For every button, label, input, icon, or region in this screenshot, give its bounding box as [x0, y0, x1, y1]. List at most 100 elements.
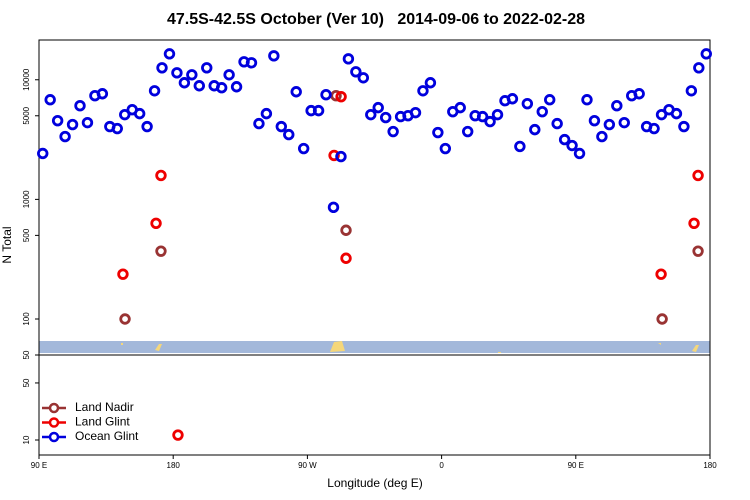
- point: [387, 125, 399, 138]
- point: [656, 313, 668, 325]
- x-tick-label: 90 E: [31, 461, 47, 470]
- point: [330, 89, 342, 102]
- point: [454, 101, 466, 114]
- point: [297, 142, 310, 155]
- point: [312, 104, 325, 117]
- point: [117, 268, 129, 280]
- point: [558, 133, 571, 146]
- ocean-band: [39, 341, 710, 353]
- chart-title: 47.5S-42.5S October (Ver 10) 2014-09-06 …: [167, 11, 585, 28]
- point: [692, 245, 704, 257]
- point: [461, 125, 474, 138]
- point: [201, 62, 213, 74]
- y-tick-label: 50: [22, 378, 31, 387]
- point: [186, 69, 198, 81]
- point: [268, 50, 280, 62]
- point: [611, 99, 623, 112]
- point: [581, 94, 593, 106]
- point: [327, 201, 340, 214]
- point: [692, 169, 704, 182]
- point: [536, 105, 548, 118]
- point: [633, 88, 645, 100]
- point: [506, 93, 519, 105]
- point: [178, 77, 191, 89]
- y-tick-label: 1000: [22, 190, 31, 208]
- point: [74, 99, 86, 112]
- point: [655, 108, 668, 121]
- y-tick-label: 5000: [22, 106, 31, 124]
- point: [693, 62, 705, 74]
- y-tick-label: 50: [22, 350, 31, 359]
- point: [342, 53, 355, 65]
- point: [260, 107, 273, 120]
- point: [551, 117, 563, 130]
- x-tick-label: 180: [167, 461, 181, 470]
- point: [372, 101, 384, 114]
- point: [335, 90, 347, 103]
- point: [529, 123, 541, 136]
- y-tick-label: 10: [22, 435, 31, 444]
- legend-marker: [48, 402, 60, 414]
- x-axis-label: Longitude (deg E): [327, 476, 422, 490]
- point: [171, 67, 183, 79]
- point: [335, 150, 347, 163]
- point: [163, 48, 176, 60]
- point: [245, 57, 258, 69]
- point: [215, 82, 228, 94]
- point: [365, 108, 377, 121]
- x-tick-label: 0: [439, 461, 444, 470]
- point: [573, 147, 586, 160]
- point: [44, 94, 56, 106]
- point: [328, 149, 340, 162]
- point: [514, 140, 526, 153]
- point: [59, 130, 71, 143]
- legend-label: Ocean Glint: [75, 429, 139, 443]
- point: [678, 120, 690, 133]
- point: [417, 85, 429, 97]
- point: [193, 80, 205, 92]
- point: [618, 116, 630, 129]
- point: [379, 111, 392, 124]
- point: [141, 120, 153, 133]
- x-tick-label: 90 W: [298, 461, 317, 470]
- point: [275, 120, 288, 133]
- point: [148, 85, 161, 97]
- point: [37, 147, 49, 160]
- point: [51, 114, 64, 127]
- y-tick-label: 500: [22, 228, 31, 242]
- point: [320, 89, 332, 101]
- y-axis-label: N Total: [0, 226, 14, 263]
- legend-marker: [48, 417, 60, 428]
- point: [119, 108, 131, 121]
- point: [150, 217, 162, 229]
- point: [439, 142, 452, 155]
- point: [688, 217, 700, 229]
- point: [670, 107, 683, 120]
- point: [476, 110, 489, 123]
- point: [588, 114, 601, 127]
- point: [685, 85, 698, 97]
- point: [223, 69, 235, 81]
- y-tick-label: 100: [22, 312, 31, 326]
- legend-marker: [48, 431, 60, 443]
- point: [566, 139, 578, 152]
- x-tick-label: 90 E: [568, 461, 584, 470]
- map-band: [39, 341, 710, 353]
- point: [81, 116, 94, 129]
- point: [340, 224, 352, 236]
- point: [156, 62, 168, 74]
- point: [603, 118, 616, 131]
- plot-frame: [38, 354, 711, 456]
- point: [96, 88, 109, 100]
- point: [66, 118, 79, 131]
- x-tick-label: 180: [703, 461, 717, 470]
- point: [350, 66, 362, 78]
- point: [290, 86, 302, 98]
- point: [544, 94, 556, 106]
- y-tick-label: 10000: [22, 68, 31, 91]
- legend-label: Land Glint: [75, 415, 130, 429]
- point: [230, 81, 243, 93]
- point: [253, 117, 265, 130]
